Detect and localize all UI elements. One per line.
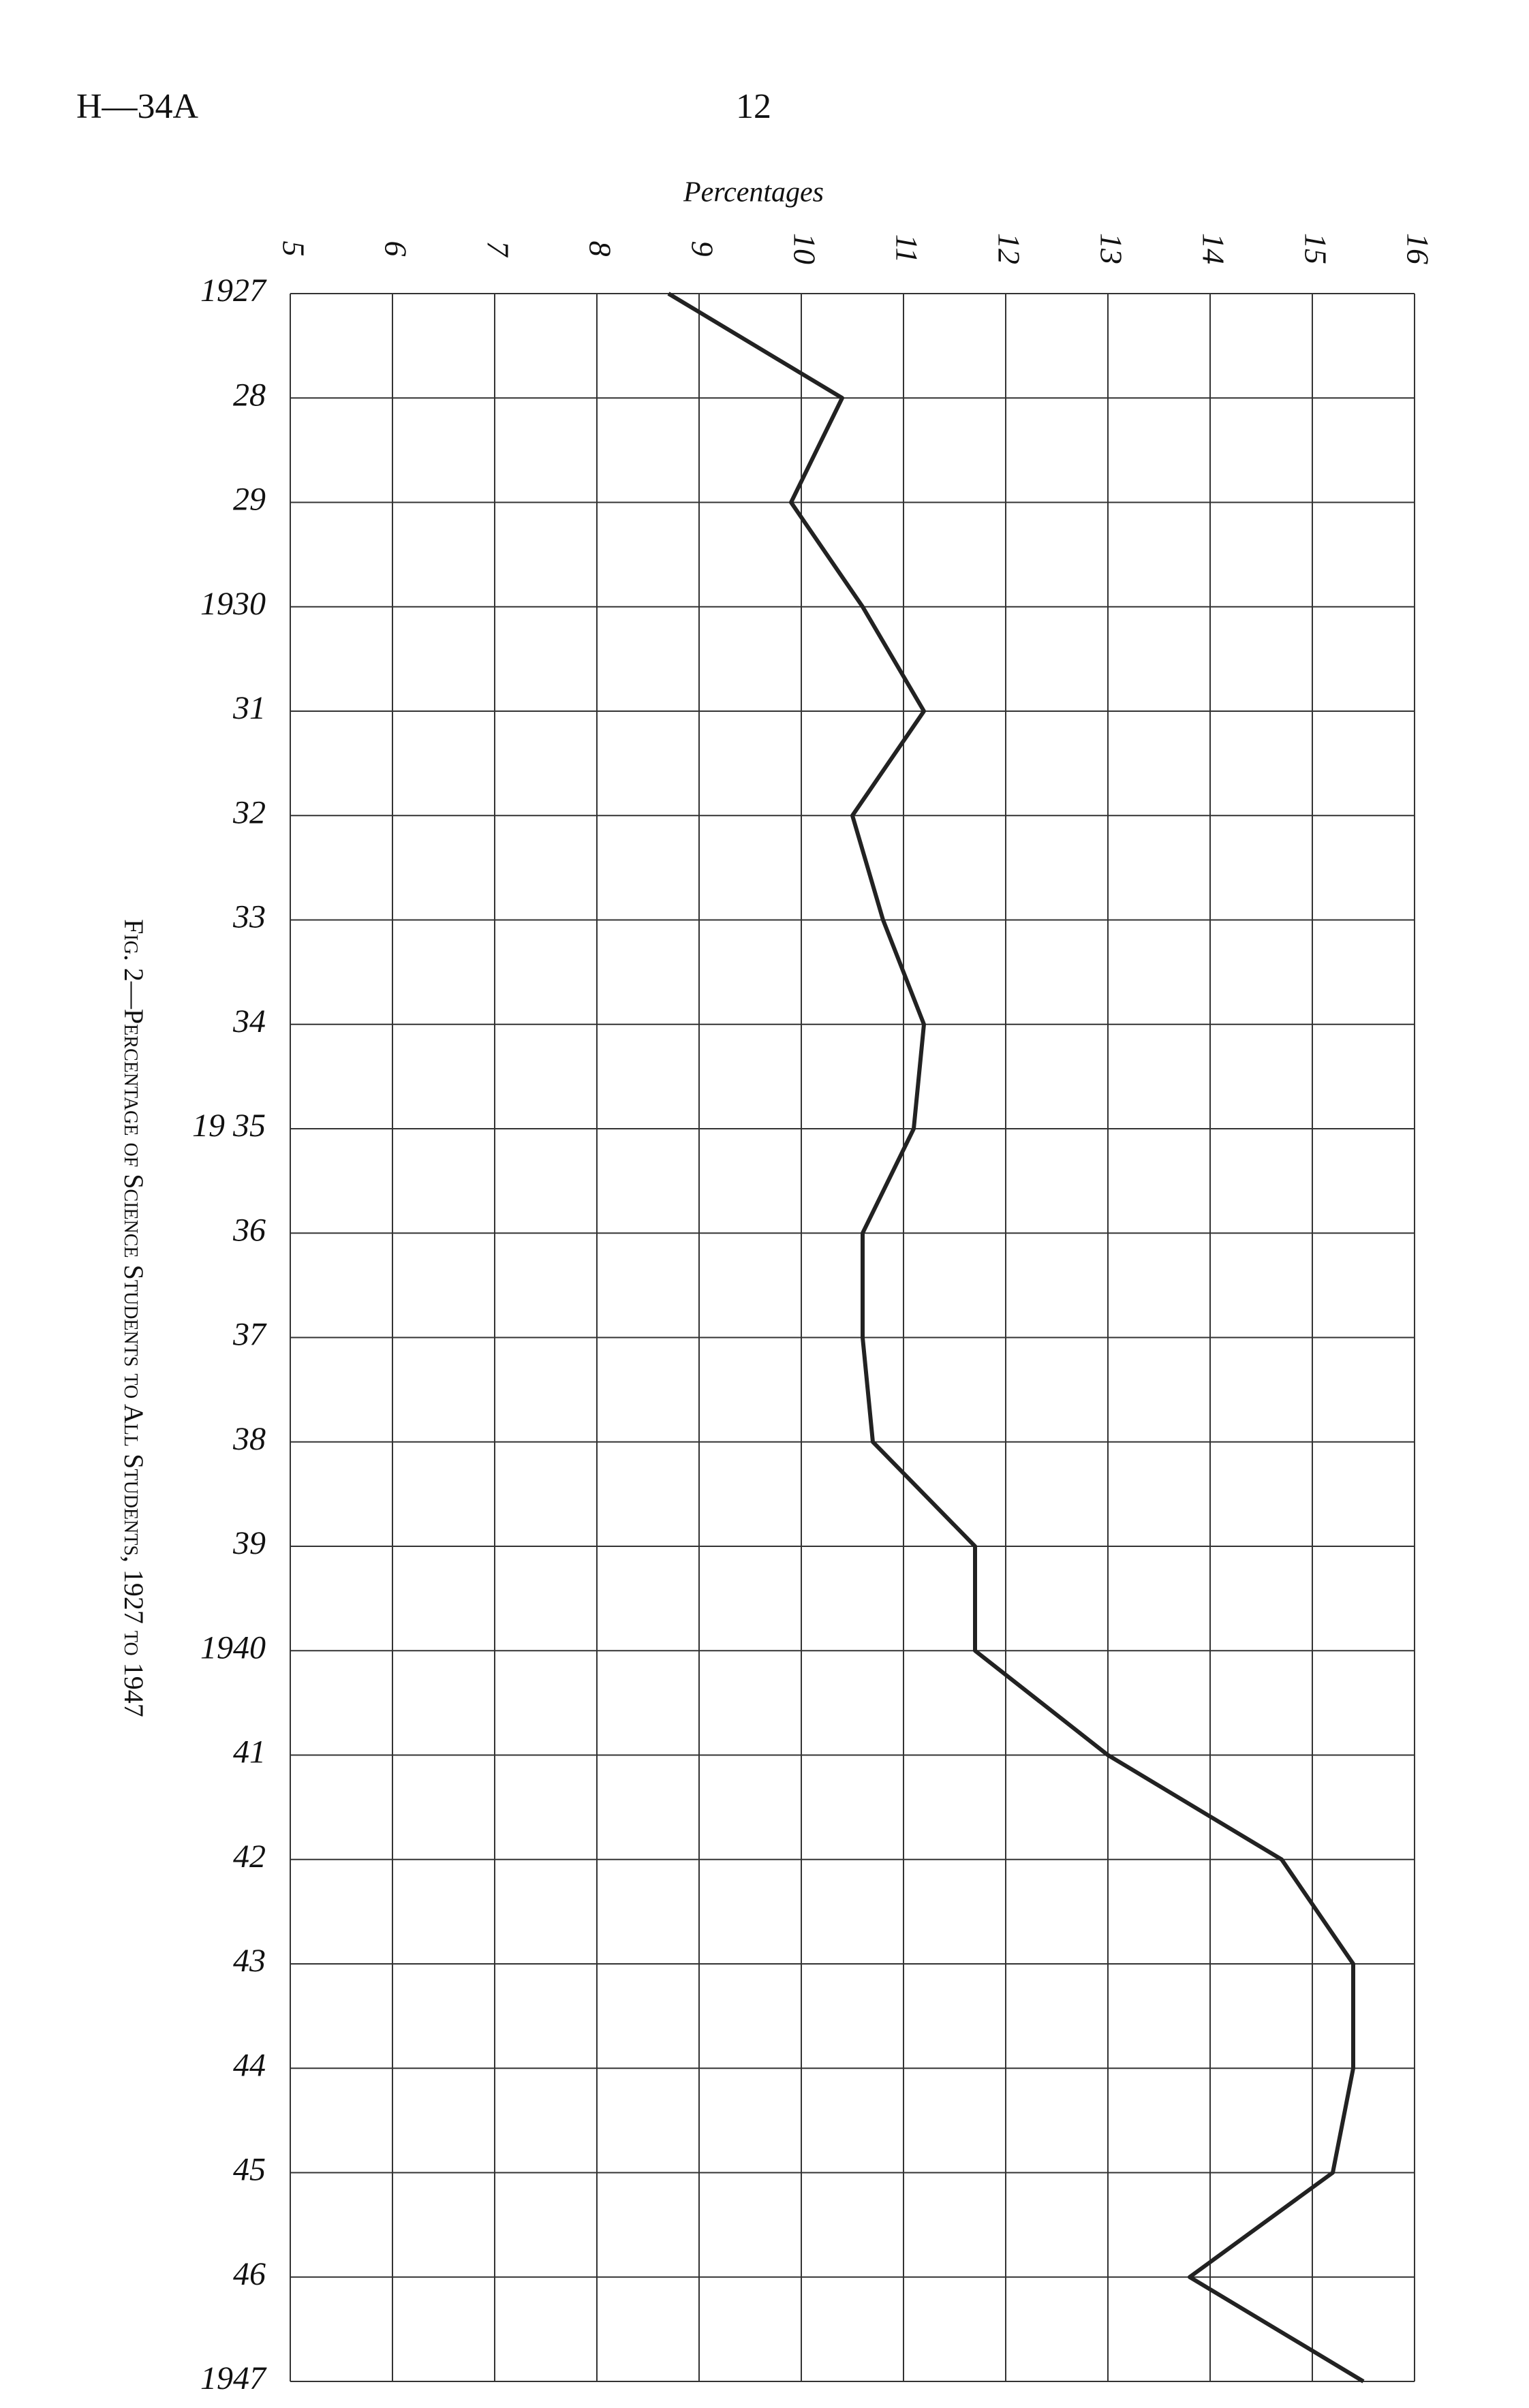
y-tick-label: 34 [232, 1003, 266, 1039]
y-tick-label: 29 [233, 482, 266, 518]
x-tick-label: 11 [889, 234, 924, 264]
y-tick-label: 1947 [200, 2360, 267, 2396]
caption: Fig. 2—Percentage of Science Students to… [119, 919, 149, 1717]
header-code: H—34A [76, 87, 199, 126]
y-tick-label: 19 35 [192, 1108, 266, 1144]
y-tick-label: 28 [233, 377, 266, 413]
x-tick-label: 8 [583, 241, 617, 257]
y-tick-label: 32 [232, 794, 266, 830]
y-tick-label: 37 [232, 1317, 267, 1353]
y-tick-label: 36 [232, 1212, 266, 1248]
y-tick-label: 39 [232, 1525, 266, 1561]
y-tick-label: 1940 [200, 1629, 266, 1666]
y-tick-label: 31 [232, 690, 266, 726]
y-tick-label: 38 [232, 1421, 266, 1457]
x-tick-label: 13 [1094, 233, 1128, 264]
y-tick-label: 41 [233, 1734, 266, 1770]
x-tick-label: 7 [480, 241, 515, 258]
y-tick-label: 44 [233, 2047, 266, 2083]
y-tick-label: 43 [233, 1943, 266, 1979]
data-line [667, 292, 1365, 2383]
page-number: 12 [736, 87, 771, 126]
y-tick-label: 1930 [200, 586, 266, 622]
x-tick-label: 12 [991, 233, 1026, 264]
x-tick-label: 15 [1298, 233, 1333, 264]
y-tick-label: 1927 [200, 272, 267, 309]
x-tick-label: 6 [378, 241, 413, 257]
x-axis-title: Percentages [683, 177, 824, 208]
y-tick-label: 46 [233, 2256, 266, 2292]
x-tick-label: 16 [1400, 233, 1435, 264]
y-tick-label: 45 [233, 2152, 266, 2188]
y-tick-label: 33 [232, 899, 266, 935]
x-tick-label: 5 [276, 241, 311, 257]
x-tick-label: 9 [685, 241, 720, 257]
y-tick-label: 42 [233, 1839, 266, 1875]
x-tick-label: 14 [1196, 233, 1231, 264]
x-tick-label: 10 [787, 233, 822, 264]
